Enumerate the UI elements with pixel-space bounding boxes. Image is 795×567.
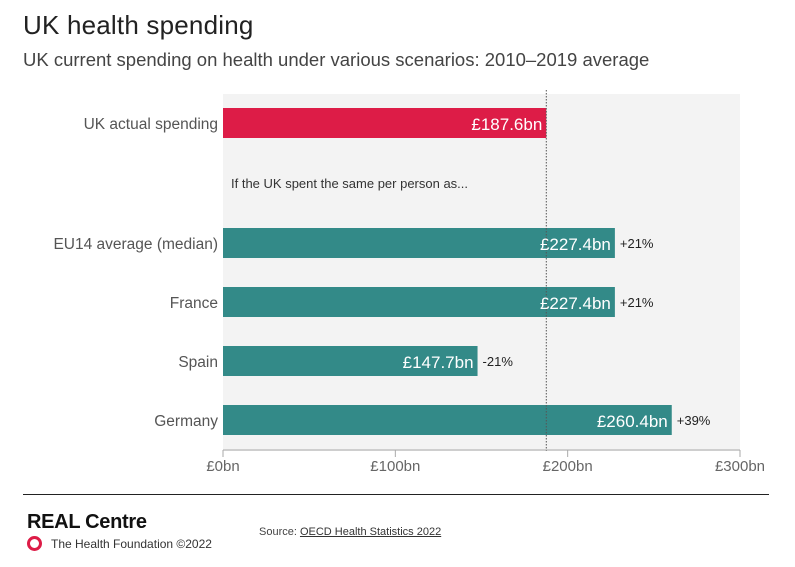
bar-uk-actual-spending <box>223 108 547 138</box>
category-label-eu14-average-median: EU14 average (median) <box>53 236 218 253</box>
x-tick-label: £100bn <box>370 458 420 475</box>
source-prefix: Source: <box>259 526 300 538</box>
value-label-spain: £147.7bn <box>403 353 474 372</box>
bar-spain <box>223 346 478 376</box>
category-label-uk-actual-spending: UK actual spending <box>84 116 218 133</box>
chart-subtitle: UK current spending on health under vari… <box>23 49 650 70</box>
category-label-germany: Germany <box>154 413 218 430</box>
value-label-eu14-average-median: £227.4bn <box>540 235 611 254</box>
source-link[interactable]: OECD Health Statistics 2022 <box>299 526 442 538</box>
plot-background <box>223 94 740 451</box>
footer-divider <box>23 494 769 495</box>
bar-germany <box>223 405 672 435</box>
change-label-eu14-average-median: +21% <box>620 236 654 251</box>
scenario-annotation: If the UK spent the same per person as..… <box>231 176 468 191</box>
organisation-label: The Health Foundation ©2022 <box>51 536 212 551</box>
x-tick-label: £0bn <box>206 458 239 475</box>
brand-logo-text: REAL Centre <box>27 511 147 533</box>
organisation-credit: The Health Foundation ©2022 <box>27 536 212 551</box>
value-label-germany: £260.4bn <box>597 412 668 431</box>
value-label-uk-actual-spending: £187.6bn <box>471 115 542 134</box>
chart-title: UK health spending <box>23 10 254 40</box>
category-label-spain: Spain <box>178 354 218 371</box>
bar-chart: UK actual spending £187.6bn EU14 average (… <box>53 90 765 475</box>
x-tick-label: £200bn <box>543 458 593 475</box>
source-note: Source: OECD Health Statistics 2022 <box>259 526 441 538</box>
bar-eu14-average-median <box>223 228 615 258</box>
bar-france <box>223 287 615 317</box>
category-label-france: France <box>170 295 218 312</box>
health-foundation-logo-icon <box>27 536 42 551</box>
change-label-france: +21% <box>620 295 654 310</box>
change-label-germany: +39% <box>677 413 711 428</box>
x-tick-label: £300bn <box>715 458 765 475</box>
value-label-france: £227.4bn <box>540 294 611 313</box>
change-label-spain: -21% <box>483 354 514 369</box>
